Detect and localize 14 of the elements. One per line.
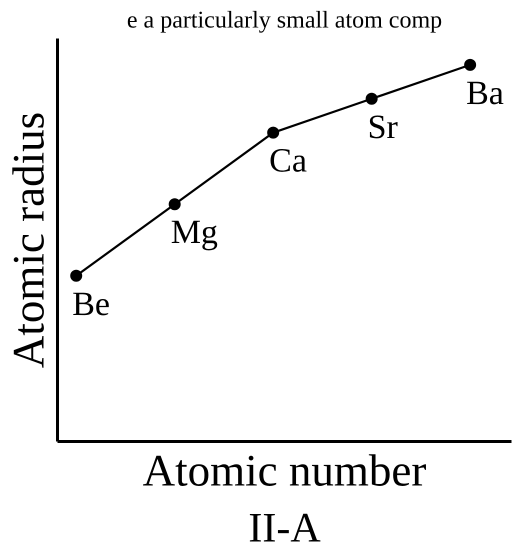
x-tick-label: Ba: [466, 74, 504, 112]
x-tick-label: Be: [72, 286, 110, 323]
point: [70, 270, 82, 282]
x-tick-label: Sr: [368, 108, 399, 146]
point: [267, 126, 280, 139]
x-tick-label: Mg: [170, 214, 218, 252]
x-tick-label: Ca: [269, 142, 307, 180]
x-axis-title: Atomic number: [142, 446, 426, 496]
point: [464, 58, 476, 71]
point: [366, 92, 378, 105]
text: e a particularly small atom comp: [126, 8, 442, 34]
point: [168, 198, 181, 210]
y-axis-title: Atomic radius: [4, 112, 54, 368]
text: II-A: [248, 506, 322, 552]
